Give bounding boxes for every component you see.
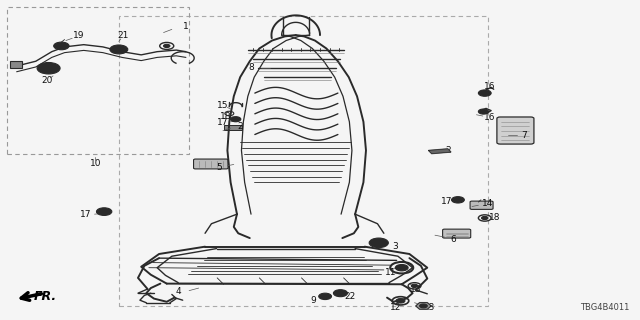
FancyBboxPatch shape <box>470 201 493 209</box>
Text: 17: 17 <box>441 197 452 206</box>
Circle shape <box>420 304 428 308</box>
Circle shape <box>412 284 418 287</box>
Circle shape <box>333 290 348 297</box>
Circle shape <box>319 293 332 300</box>
FancyBboxPatch shape <box>497 117 534 144</box>
Circle shape <box>110 45 128 54</box>
Text: 18: 18 <box>489 213 500 222</box>
Text: 13: 13 <box>410 284 422 293</box>
Text: 16: 16 <box>484 114 495 123</box>
Circle shape <box>164 44 170 48</box>
Circle shape <box>478 109 488 114</box>
Text: 17: 17 <box>217 118 228 127</box>
Circle shape <box>230 117 241 122</box>
Text: 8: 8 <box>249 63 255 72</box>
FancyBboxPatch shape <box>193 159 228 169</box>
Text: 12: 12 <box>390 303 401 312</box>
Circle shape <box>97 208 112 215</box>
Text: 5: 5 <box>216 163 222 172</box>
Text: 1: 1 <box>183 22 189 31</box>
FancyBboxPatch shape <box>443 229 470 238</box>
Text: 17: 17 <box>80 210 92 219</box>
Circle shape <box>374 240 384 245</box>
Text: 6: 6 <box>450 235 456 244</box>
Text: 9: 9 <box>311 296 317 305</box>
Polygon shape <box>416 303 431 309</box>
Text: 4: 4 <box>175 287 181 296</box>
Text: 21: 21 <box>118 31 129 40</box>
Text: 19: 19 <box>73 31 84 40</box>
Text: 2: 2 <box>445 146 451 155</box>
Circle shape <box>54 42 69 50</box>
Bar <box>119 16 488 306</box>
Text: 10: 10 <box>90 159 101 168</box>
Circle shape <box>396 265 408 271</box>
Circle shape <box>369 238 388 248</box>
Bar <box>224 125 242 130</box>
Circle shape <box>322 295 328 298</box>
Text: 2: 2 <box>237 122 243 131</box>
Circle shape <box>452 197 465 203</box>
Text: TBG4B4011: TBG4B4011 <box>580 303 630 312</box>
Polygon shape <box>429 149 451 154</box>
Text: 15: 15 <box>217 101 228 110</box>
Circle shape <box>481 216 488 220</box>
Text: 14: 14 <box>482 199 493 208</box>
Text: 16: 16 <box>484 82 495 91</box>
Circle shape <box>478 90 491 96</box>
Circle shape <box>396 299 405 303</box>
Text: 22: 22 <box>344 292 356 301</box>
Text: 11: 11 <box>385 268 396 277</box>
Text: 20: 20 <box>41 76 52 85</box>
Bar <box>10 61 22 68</box>
Text: 7: 7 <box>522 131 527 140</box>
Circle shape <box>337 292 344 295</box>
Text: 23: 23 <box>423 303 435 312</box>
Circle shape <box>115 47 124 52</box>
Circle shape <box>42 65 55 71</box>
Circle shape <box>37 62 60 74</box>
Text: 3: 3 <box>392 242 398 251</box>
Text: FR.: FR. <box>34 290 57 302</box>
Bar <box>7 7 189 154</box>
Text: 18: 18 <box>220 112 231 121</box>
